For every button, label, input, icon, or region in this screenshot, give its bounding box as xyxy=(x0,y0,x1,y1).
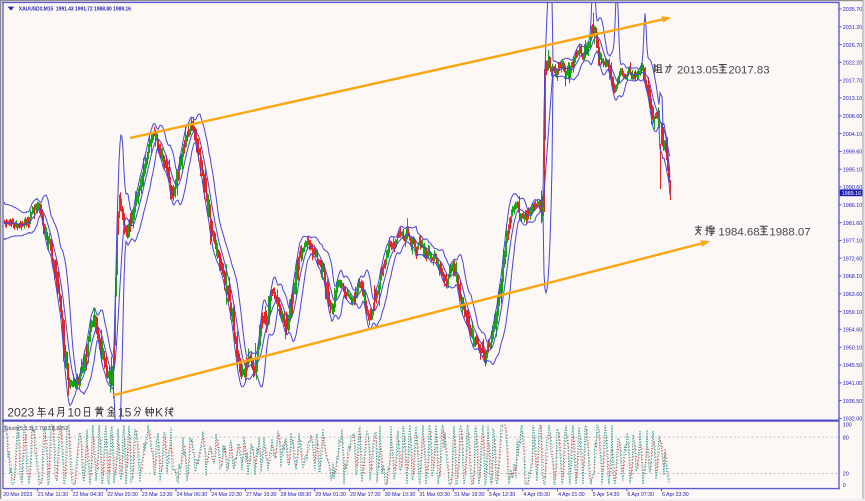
svg-text:30 Mar 10:30: 30 Mar 10:30 xyxy=(385,492,416,498)
svg-text:23 Mar 13:30: 23 Mar 13:30 xyxy=(142,492,173,498)
svg-text:3 Apr 12:30: 3 Apr 12:30 xyxy=(489,492,516,498)
svg-text:28 Mar 08:30: 28 Mar 08:30 xyxy=(281,492,312,498)
svg-text:20 Mar 2023: 20 Mar 2023 xyxy=(3,492,32,498)
svg-text:5 Apr 14:30: 5 Apr 14:30 xyxy=(593,492,620,498)
svg-text:K: K xyxy=(155,406,163,420)
svg-text:22 Mar 04:30: 22 Mar 04:30 xyxy=(73,492,104,498)
svg-text:29 Mar 01:30: 29 Mar 01:30 xyxy=(315,492,346,498)
svg-text:1959.10: 1959.10 xyxy=(843,310,863,316)
svg-text:2026.70: 2026.70 xyxy=(843,43,863,49)
svg-text:4 Apr 21:30: 4 Apr 21:30 xyxy=(558,492,585,498)
svg-text:4: 4 xyxy=(48,406,55,420)
svg-text:0: 0 xyxy=(843,483,846,489)
svg-text:1941.00: 1941.00 xyxy=(843,381,863,387)
svg-text:6 Apr 07:30: 6 Apr 07:30 xyxy=(627,492,654,498)
svg-text:Stoch(5,3,3) 2.7913 8.8252: Stoch(5,3,3) 2.7913 8.8252 xyxy=(5,426,68,432)
svg-text:2022.20: 2022.20 xyxy=(843,61,863,67)
svg-text:31 Mar 03:30: 31 Mar 03:30 xyxy=(419,492,450,498)
svg-text:22 Mar 20:30: 22 Mar 20:30 xyxy=(107,492,138,498)
svg-text:100: 100 xyxy=(843,423,852,429)
svg-text:2017.70: 2017.70 xyxy=(843,78,863,84)
svg-text:2035.70: 2035.70 xyxy=(843,7,863,13)
svg-text:1984.68: 1984.68 xyxy=(718,226,759,238)
svg-text:2013.10: 2013.10 xyxy=(843,96,863,102)
svg-text:1950.10: 1950.10 xyxy=(843,345,863,351)
svg-text:1963.60: 1963.60 xyxy=(843,292,863,298)
svg-text:29 Mar 17:30: 29 Mar 17:30 xyxy=(350,492,381,498)
svg-text:1954.60: 1954.60 xyxy=(843,328,863,334)
svg-text:21 Mar 11:30: 21 Mar 11:30 xyxy=(38,492,68,498)
svg-text:31 Mar 19:30: 31 Mar 19:30 xyxy=(454,492,485,498)
svg-text:2031.20: 2031.20 xyxy=(843,25,863,31)
svg-text:XAUUSD#,M15 1991.43 1991.72 1: XAUUSD#,M15 1991.43 1991.72 1988.80 1989… xyxy=(19,7,131,13)
svg-text:1936.50: 1936.50 xyxy=(843,399,863,405)
svg-text:24 Mar 22:30: 24 Mar 22:30 xyxy=(211,492,242,498)
svg-text:1995.10: 1995.10 xyxy=(843,167,863,173)
svg-text:1990.60: 1990.60 xyxy=(843,185,863,191)
svg-text:1989.16: 1989.16 xyxy=(842,191,862,197)
svg-text:15: 15 xyxy=(118,406,132,420)
svg-text:2008.60: 2008.60 xyxy=(843,114,863,120)
svg-text:27 Mar 15:30: 27 Mar 15:30 xyxy=(246,492,277,498)
svg-text:2004.10: 2004.10 xyxy=(843,132,863,138)
svg-text:20: 20 xyxy=(843,472,849,478)
svg-text:1972.60: 1972.60 xyxy=(843,256,863,262)
svg-text:10: 10 xyxy=(67,406,81,420)
svg-text:2017.83: 2017.83 xyxy=(728,65,769,77)
svg-text:1986.10: 1986.10 xyxy=(843,203,863,209)
svg-text:6 Apr 23:30: 6 Apr 23:30 xyxy=(662,492,689,498)
svg-text:1999.60: 1999.60 xyxy=(843,150,863,156)
svg-text:4 Apr 05:30: 4 Apr 05:30 xyxy=(523,492,550,498)
svg-text:2023: 2023 xyxy=(7,406,34,420)
svg-text:24 Mar 06:30: 24 Mar 06:30 xyxy=(177,492,208,498)
svg-text:1981.60: 1981.60 xyxy=(843,221,863,227)
svg-text:1945.50: 1945.50 xyxy=(843,363,863,369)
svg-text:1968.10: 1968.10 xyxy=(843,274,863,280)
svg-text:1988.07: 1988.07 xyxy=(769,226,810,238)
svg-text:1977.10: 1977.10 xyxy=(843,239,863,245)
svg-text:2013.05: 2013.05 xyxy=(677,65,718,77)
svg-text:80: 80 xyxy=(843,435,849,441)
svg-text:1932.00: 1932.00 xyxy=(843,417,863,423)
